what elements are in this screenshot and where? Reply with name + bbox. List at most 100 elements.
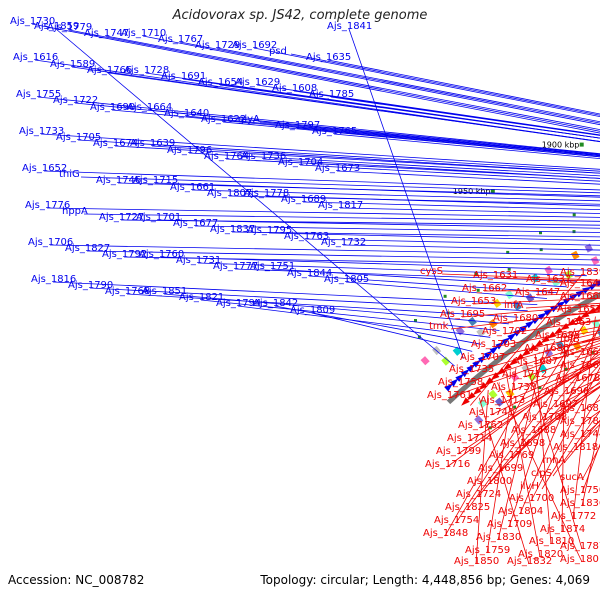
gene-label: Ajs_1698 (500, 438, 545, 449)
gene-leader-line (333, 133, 600, 160)
gene-label: Ajs_1817 (318, 200, 363, 211)
gene-label: Ajs_1680 (493, 313, 538, 324)
gene-label: Ajs_1799 (436, 446, 481, 457)
gene-leader-line (508, 328, 576, 528)
gene-label: infA (504, 300, 524, 311)
gene-label: Ajs_1637 (526, 274, 571, 285)
gene-label: Ajs_1608 (272, 83, 317, 94)
gene-leader-line (55, 28, 455, 367)
gene-leader-line (581, 421, 600, 507)
gene-leader-line (302, 201, 600, 211)
gene-label: Ajs_1810 (529, 536, 574, 547)
gene-leader-line (455, 322, 586, 524)
gene-label: Ajs_1635 (306, 52, 351, 63)
gene-leader-line (237, 305, 491, 338)
gene-leader-line (293, 90, 600, 136)
gene-label: Ajs_1688 (511, 425, 556, 436)
gene-leader-line (501, 360, 600, 404)
gene-leader-line (311, 312, 473, 352)
gene-label: Ajs_1801 (560, 554, 600, 565)
backbone-ring (446, 292, 600, 405)
gene-label: Ajs_1836 (560, 498, 600, 509)
gene-leader-line (157, 219, 600, 229)
gene-label: Ajs_1622 (201, 114, 246, 125)
gene-label: Ajs_1827 (65, 243, 110, 254)
gene-label: Ajs_1759 (465, 545, 510, 556)
feature-strip-block (544, 348, 554, 358)
gene-label: Ajs_1709 (487, 519, 532, 530)
feature-strip-block (488, 389, 498, 399)
gene-label: Ajs_1755 (16, 89, 61, 100)
gene-label: Ajs_1825 (445, 502, 490, 513)
gene-label: Ajs_1796 (167, 145, 212, 156)
ring-tick-dot (506, 250, 510, 254)
gene-label: Ajs_1732 (321, 237, 366, 248)
reverse-gene-arrow (593, 303, 600, 311)
gene-label: Ajs_1697 (533, 399, 578, 410)
gene-label: Ajs_1712 (502, 369, 547, 380)
gene-label: Ajs_1850 (454, 556, 499, 567)
gene-label: Ajs_1696 (544, 386, 589, 397)
gene-leader-line (299, 164, 600, 182)
gene-label: cysS (420, 266, 443, 277)
gene-label: Ajs_1787 (560, 541, 600, 552)
gene-label: Ajs_1844 (287, 268, 332, 279)
gene-label: Ajs_1744 (560, 429, 600, 440)
gene-leader-line (488, 363, 600, 485)
gene-label: Ajs_1832 (507, 556, 552, 567)
gene-label: Ajs_1653 (451, 296, 496, 307)
gene-leader-line (228, 195, 600, 205)
gene-label: Ajs_1792 (102, 249, 147, 260)
gene-leader-line (470, 336, 600, 373)
gene-label: Ajs_1767 (158, 34, 203, 45)
gene-leader-line (268, 232, 600, 242)
gene-label: Ajs_1681 (560, 403, 600, 414)
gene-leader-line (506, 375, 541, 558)
gene-leader-line (49, 244, 600, 256)
gene-leader-line (126, 293, 519, 318)
gene-leader-line (499, 374, 600, 472)
ring-tick-dot (474, 272, 478, 276)
feature-strip-block (476, 327, 486, 338)
gene-label: Ajs_1758 (438, 377, 483, 388)
forward-gene-arrow (550, 304, 560, 313)
gene-leader-line (330, 96, 600, 136)
gene-leader-line (469, 274, 583, 406)
gene-leader-line (543, 385, 600, 421)
gene-leader-line (477, 348, 600, 498)
gene-label: glyA (238, 114, 260, 125)
gene-label: Ajs_1733 (19, 126, 64, 137)
ring-tick-dot (539, 248, 543, 252)
gene-label: Ajs_1710 (121, 28, 166, 39)
gene-label: Ajs_1778 (244, 188, 289, 199)
gene-label: Ajs_1713 (480, 395, 525, 406)
gene-label: Ajs_1631 (473, 270, 518, 281)
gene-label: Ajs_1705 (56, 132, 101, 143)
gene-label: Ajs_1708 (522, 412, 567, 423)
gene-leader-line (151, 145, 600, 174)
map-title: Acidovorax sp. JS42, complete genome (172, 8, 428, 23)
gene-leader-line (182, 78, 600, 139)
gene-label: Ajs_1766 (87, 65, 132, 76)
gene-leader-line (163, 293, 509, 325)
ring-tick-dot (538, 386, 542, 390)
ring-tick-dot (507, 267, 511, 271)
gene-leader-line (523, 351, 600, 378)
gene-label: Ajs_1691 (161, 71, 206, 82)
forward-gene-arrow (460, 368, 470, 378)
gene-leader-line (77, 139, 600, 172)
gene-label: Ajs_1760 (139, 249, 184, 260)
gene-label: Ajs_1701 (136, 212, 181, 223)
gene-label: Ajs_1666 (560, 291, 600, 302)
gene-label: Ajs_1589 (50, 59, 95, 70)
gene-label: Ajs_1751 (250, 261, 295, 272)
gene-leader-line (345, 281, 548, 299)
feature-strip-block (492, 298, 502, 308)
gene-label: Ajs_1686 (524, 343, 569, 354)
gene-leader-line (561, 334, 566, 533)
gene-label: Ajs_1715 (133, 175, 178, 186)
gene-label: Ajs_1785 (309, 89, 354, 100)
gene-label: Ajs_1664 (127, 102, 172, 113)
feature-strip-block (590, 256, 600, 266)
